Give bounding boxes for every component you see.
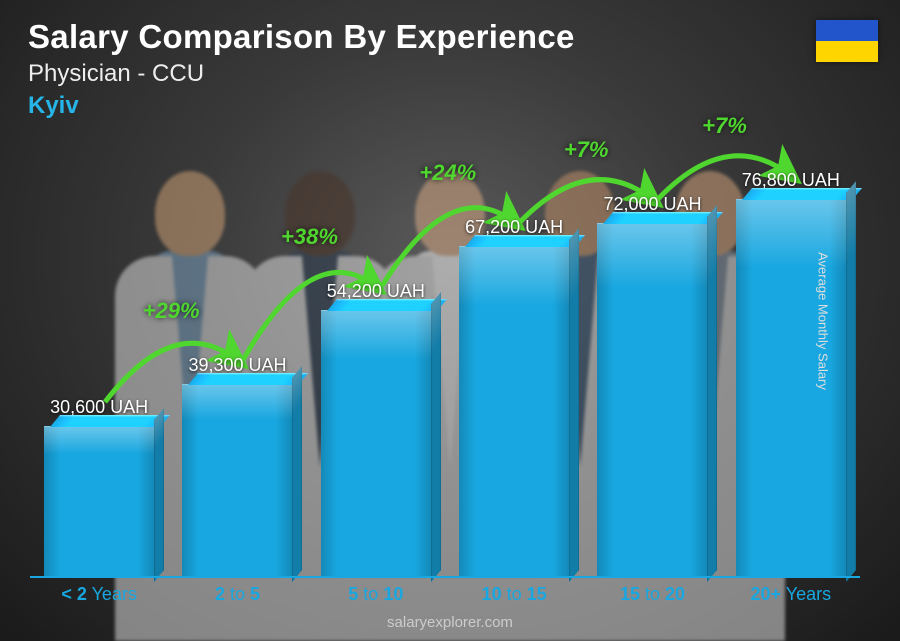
increase-label: +38% [281, 224, 338, 250]
bar [321, 310, 431, 577]
y-axis-label: Average Monthly Salary [816, 252, 831, 390]
x-axis-label: 15 to 20 [589, 584, 715, 605]
bar-group: 76,800 UAH [728, 170, 854, 577]
x-axis-label: 10 to 15 [451, 584, 577, 605]
bar-group: 72,000 UAH +7% [589, 194, 715, 577]
x-axis-label: 5 to 10 [313, 584, 439, 605]
flag-top-stripe [816, 20, 878, 41]
bar [44, 426, 154, 577]
increase-label: +24% [419, 160, 476, 186]
chart-location: Kyiv [28, 92, 575, 120]
flag-bottom-stripe [816, 41, 878, 62]
bar [597, 223, 707, 577]
increase-label: +7% [702, 113, 747, 139]
chart-title: Salary Comparison By Experience [28, 18, 575, 56]
bar-group: 39,300 UAH +38% [174, 355, 300, 577]
bar-group: 30,600 UAH +29% [36, 397, 162, 577]
country-flag [816, 20, 878, 62]
bar [459, 246, 569, 577]
x-axis: < 2 Years 2 to 5 5 to 10 10 to 15 15 to 20 20… [30, 576, 860, 605]
increase-label: +7% [564, 137, 609, 163]
bar-group: 67,200 UAH +7% [451, 217, 577, 577]
x-axis-label: 2 to 5 [174, 584, 300, 605]
chart-subtitle: Physician - CCU [28, 60, 575, 88]
bar-group: 54,200 UAH +24% [313, 281, 439, 577]
header: Salary Comparison By Experience Physicia… [28, 18, 575, 120]
x-axis-label: < 2 Years [36, 584, 162, 605]
bar-chart: 30,600 UAH +29% 39,300 UAH +38% [30, 77, 860, 577]
bar [182, 384, 292, 577]
increase-label: +29% [143, 298, 200, 324]
footer-attribution: salaryexplorer.com [0, 614, 900, 631]
x-axis-label: 20+ Years [728, 584, 854, 605]
